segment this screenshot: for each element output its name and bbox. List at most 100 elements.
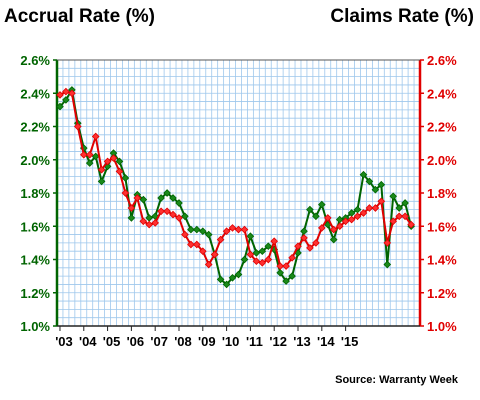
claims-rate-point bbox=[163, 207, 171, 216]
claims-rate-point bbox=[109, 154, 118, 162]
claims-rate-point bbox=[56, 91, 64, 99]
accrual-rate-point bbox=[192, 225, 201, 234]
accrual-rate-point bbox=[157, 194, 165, 202]
claims-rate-point bbox=[359, 209, 368, 217]
accrual-rate-point bbox=[312, 212, 320, 221]
claims-rate-point bbox=[204, 260, 213, 269]
claims-rate-point bbox=[312, 239, 320, 247]
accrual-rate-point bbox=[198, 227, 207, 236]
claims-rate-point bbox=[377, 197, 386, 206]
accrual-rate-point bbox=[85, 159, 94, 167]
accrual-rate-point bbox=[365, 177, 374, 186]
claims-rate-point bbox=[121, 189, 130, 197]
accrual-rate-point bbox=[91, 152, 100, 161]
accrual-rate-point bbox=[222, 280, 231, 289]
claims-rate-point bbox=[365, 204, 374, 212]
right-tick-label: 1.2% bbox=[427, 286, 457, 301]
accrual-rate-point bbox=[264, 242, 273, 251]
right-tick-label: 2.2% bbox=[427, 120, 457, 135]
claims-rate-point bbox=[62, 87, 70, 96]
accrual-rate-point bbox=[383, 260, 392, 269]
x-tick-label: '08 bbox=[174, 334, 192, 349]
accrual-rate-point bbox=[353, 205, 362, 214]
left-tick-label: 1.6% bbox=[20, 219, 50, 234]
accrual-rate-point bbox=[216, 275, 225, 284]
left-tick-label: 1.2% bbox=[20, 286, 50, 301]
claims-rate-point bbox=[329, 225, 338, 234]
claims-rate-point bbox=[115, 167, 124, 176]
accrual-rate-point bbox=[228, 273, 237, 282]
claims-rate-point bbox=[401, 212, 409, 221]
claims-rate-point bbox=[103, 157, 112, 166]
right-tick-label: 2.0% bbox=[427, 153, 457, 168]
x-tick-label: '13 bbox=[293, 334, 311, 349]
accrual-rate-point bbox=[401, 199, 409, 207]
accrual-rate-point bbox=[359, 170, 368, 179]
claims-rate-title: Claims Rate (%) bbox=[330, 6, 474, 27]
claims-rate-point bbox=[317, 224, 326, 232]
claims-rate-point bbox=[341, 217, 350, 226]
accrual-rate-point bbox=[288, 272, 296, 280]
accrual-rate-point bbox=[121, 174, 130, 182]
accrual-rate-point bbox=[300, 227, 308, 236]
claims-rate-point bbox=[210, 250, 219, 259]
left-tick-label: 2.0% bbox=[20, 153, 50, 168]
accrual-rate-point bbox=[115, 157, 124, 166]
accrual-rate-point bbox=[258, 247, 267, 256]
accrual-rate-point bbox=[175, 199, 183, 207]
claims-rate-point bbox=[282, 262, 290, 270]
x-tick-label: '12 bbox=[269, 334, 287, 349]
claims-rate-point bbox=[407, 220, 415, 229]
claims-rate-point bbox=[264, 255, 273, 264]
claims-rate-point bbox=[353, 212, 362, 221]
claims-rate-point bbox=[234, 225, 243, 234]
x-tick-label: '11 bbox=[246, 334, 263, 349]
right-tick-label: 1.8% bbox=[427, 186, 457, 201]
claims-rate-point bbox=[246, 250, 255, 259]
claims-rate-point bbox=[175, 214, 183, 222]
accrual-rate-point bbox=[62, 96, 70, 104]
claims-rate-point bbox=[395, 212, 404, 221]
right-tick-label: 1.0% bbox=[427, 319, 457, 334]
claims-rate-point bbox=[68, 89, 76, 98]
claims-rate-point bbox=[240, 225, 249, 234]
claims-rate-point bbox=[294, 242, 302, 251]
left-tick-label: 1.0% bbox=[20, 319, 50, 334]
claims-rate-point bbox=[169, 210, 177, 219]
accrual-rate-point bbox=[371, 185, 380, 194]
chart-series bbox=[56, 86, 415, 289]
accrual-rate-point bbox=[246, 232, 255, 241]
right-tick-label: 1.6% bbox=[427, 219, 457, 234]
claims-rate-point bbox=[347, 215, 356, 224]
accrual-rate-point bbox=[276, 268, 285, 277]
accrual-rate-point bbox=[56, 102, 64, 111]
left-tick-label: 2.2% bbox=[20, 120, 50, 135]
claims-rate-point bbox=[389, 217, 398, 226]
x-tick-label: '14 bbox=[317, 334, 335, 349]
accrual-rate-point bbox=[109, 149, 118, 157]
claims-rate-point bbox=[151, 219, 160, 227]
accrual-rate-point bbox=[252, 249, 261, 257]
right-tick-label: 2.6% bbox=[427, 53, 457, 68]
claims-rate-point bbox=[73, 122, 82, 131]
x-tick-label: '04 bbox=[79, 334, 97, 349]
claims-rate-point bbox=[133, 194, 142, 202]
accrual-rate-point bbox=[204, 230, 213, 239]
x-tick-label: '03 bbox=[55, 334, 73, 349]
accrual-rate-title: Accrual Rate (%) bbox=[4, 6, 155, 27]
axis-ticks: 1.0% 1.0% 1.2% 1.2% 1.4% 1.4% 1.6% 1.6% 1.8% 1.8%… bbox=[20, 53, 457, 349]
accrual-rate-point bbox=[145, 214, 154, 222]
claims-rate-point bbox=[97, 165, 106, 174]
claims-rate-point bbox=[371, 204, 380, 212]
left-tick-label: 2.6% bbox=[20, 53, 50, 68]
accrual-rate-point bbox=[163, 189, 171, 197]
source-note: Source: Warranty Week bbox=[335, 374, 458, 386]
x-tick-label: '05 bbox=[103, 334, 121, 349]
accrual-rate-point bbox=[181, 212, 189, 221]
accrual-rate-point bbox=[127, 214, 136, 222]
accrual-rate-point bbox=[240, 255, 249, 264]
accrual-rate-point bbox=[169, 194, 177, 202]
claims-rate-point bbox=[252, 257, 261, 266]
chart-grid bbox=[56, 59, 421, 327]
